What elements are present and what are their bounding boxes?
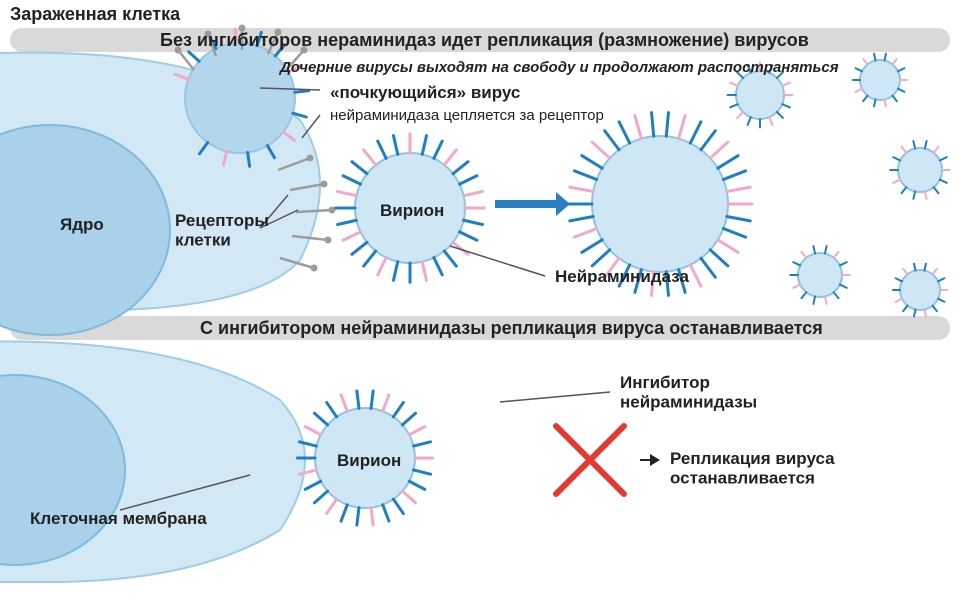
v-s2 [853, 54, 907, 107]
label: Клеточная мембрана [30, 509, 207, 528]
label: Ядро [60, 215, 104, 234]
label: Нейраминидаза [555, 267, 689, 286]
receptor-tip [307, 155, 314, 162]
leader-line [500, 392, 610, 402]
label: Вирион [380, 201, 444, 220]
inhibitor [451, 403, 466, 421]
v-s5 [893, 264, 947, 317]
inhibitor [432, 365, 450, 378]
label: Ингибиторнейраминидазы [620, 373, 757, 412]
label: нейраминидаза цепляется за рецептор [330, 107, 604, 124]
diagram-canvas: Без ингибиторов нераминидаз идет реплика… [0, 0, 959, 600]
arrow-stopped-head [650, 454, 660, 466]
receptor-tip [321, 181, 328, 188]
inhibitor [420, 417, 433, 428]
label: Дочерние вирусы выходят на свободу и про… [278, 59, 839, 76]
bud-spike [189, 52, 199, 61]
label: «почкующийся» вирус [330, 83, 520, 102]
label: Репликация вирусаостанавливается [670, 449, 835, 488]
v-s4 [790, 246, 849, 304]
label: Зараженная клетка [10, 4, 181, 24]
inhibitor [511, 361, 528, 372]
arrow-head [556, 192, 570, 216]
inhibitor [464, 349, 482, 364]
receptor-tip [311, 265, 318, 272]
bud-spike [248, 152, 250, 166]
receptor-tip [325, 237, 332, 244]
budding-virus [185, 43, 295, 153]
inhibitor [496, 384, 511, 402]
v-s3 [890, 141, 949, 199]
label: С ингибитором нейраминидазы репликация в… [200, 318, 823, 338]
bud-spike [295, 91, 309, 92]
label: Без ингибиторов нераминидаз идет реплика… [160, 30, 809, 50]
leader-line [450, 246, 545, 276]
label: Вирион [337, 451, 401, 470]
